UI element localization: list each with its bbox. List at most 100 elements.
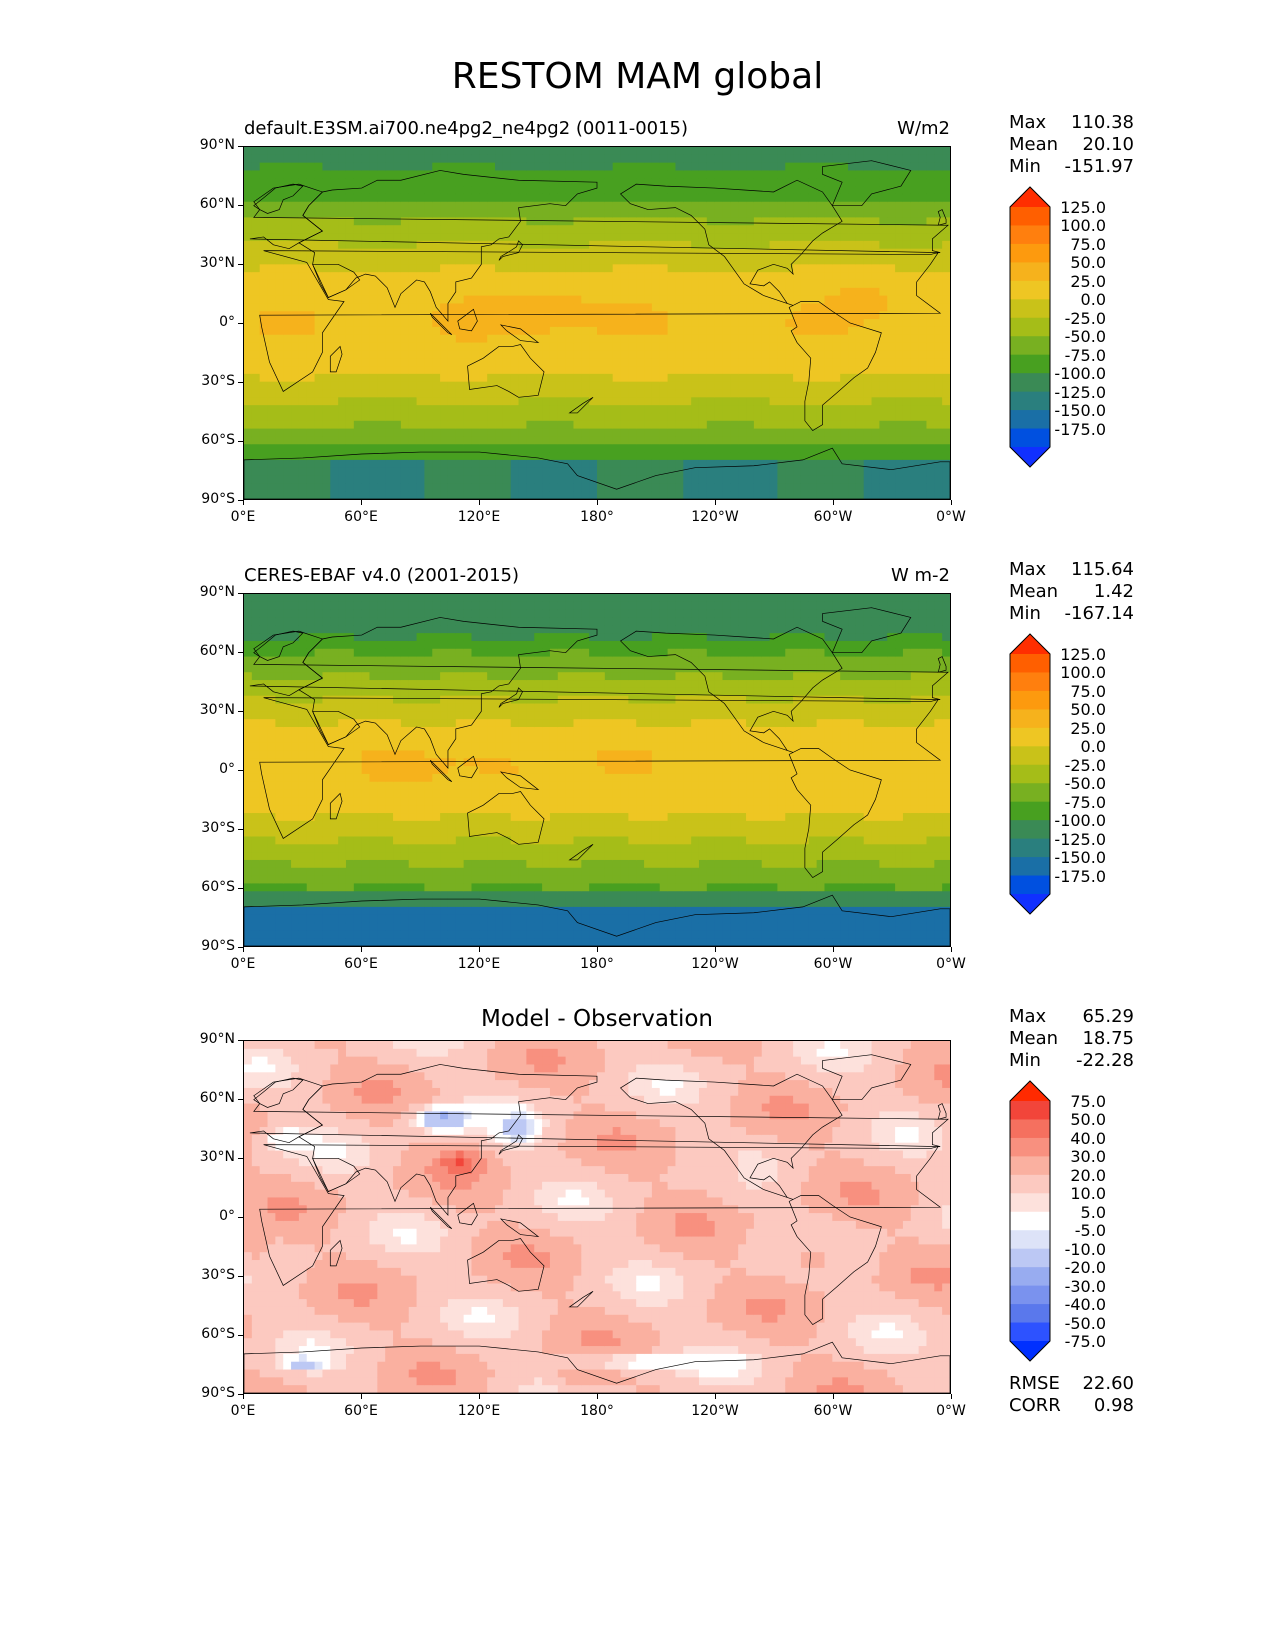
colorbar-tick-label: 25.0 [1070, 271, 1106, 291]
colorbar-tick-label: 125.0 [1060, 645, 1106, 664]
max-label: Max [1009, 559, 1047, 580]
panel-left-title: CERES-EBAF v4.0 (2001-2015) [244, 565, 520, 586]
lat-tick-mark [238, 146, 243, 147]
colorbar-bin [1010, 654, 1050, 674]
lat-tick-mark [238, 1040, 243, 1041]
colorbar-extend-max [1010, 634, 1050, 654]
figure-title: RESTOM MAM global [451, 56, 824, 97]
lon-tick-label: 0°W [936, 509, 966, 525]
lon-tick-label: 0°E [230, 956, 256, 972]
lon-tick-mark [833, 947, 834, 952]
coastline [244, 447, 950, 499]
stats-box: Max 65.29 Mean 18.75 Min -22.28 [1009, 1006, 1134, 1072]
coastline [457, 1202, 478, 1226]
lon-tick-label: 60°W [813, 1403, 853, 1419]
colorbar-svg [1009, 1080, 1051, 1362]
lon-tick-label: 0°W [936, 956, 966, 972]
coastline [937, 1103, 947, 1120]
colorbar-bin [1010, 783, 1050, 803]
lat-tick-label: 30°S [201, 373, 235, 389]
coastline [498, 1134, 523, 1155]
lon-tick-label: 120°W [691, 509, 739, 525]
max-value: 110.38 [1071, 112, 1134, 133]
colorbar-tick-label: -75.0 [1064, 1332, 1106, 1351]
colorbar-tick-label: 75.0 [1070, 681, 1106, 701]
colorbar-tick-label: -25.0 [1064, 755, 1106, 775]
lon-tick-mark [479, 500, 480, 505]
lat-tick-label: 0° [219, 314, 235, 330]
lat-tick-mark [238, 947, 243, 948]
colorbar-observation: 125.0 100.0 75.0 50.0 25.0 0.0 -25.0 -50.0 -75.0… [1009, 633, 1106, 915]
colorbar-extend-min [1010, 894, 1050, 914]
lon-tick-mark [597, 947, 598, 952]
colorbar-tick-label: 0.0 [1080, 737, 1106, 757]
lat-tick-mark [238, 652, 243, 653]
colorbar-tick-label: 30.0 [1070, 1147, 1106, 1167]
coastline [329, 792, 343, 820]
colorbar-bin [1010, 875, 1050, 895]
colorbar-tick-label: 40.0 [1070, 1128, 1106, 1148]
mean-value: 20.10 [1082, 134, 1134, 155]
colorbar-bin [1010, 820, 1050, 840]
coastline [937, 209, 947, 226]
colorbar-bin [1010, 243, 1050, 263]
colorbar-tick-label: 100.0 [1060, 216, 1106, 236]
coastline [499, 1218, 540, 1238]
colorbar-tick-label: 20.0 [1070, 1165, 1106, 1185]
coastline [244, 1341, 950, 1393]
lon-tick-mark [951, 947, 952, 952]
lon-tick-mark [715, 1394, 716, 1399]
colorbar-tick-label: -150.0 [1054, 401, 1106, 421]
contour-map-difference [243, 1040, 951, 1394]
colorbar-tick-label: -50.0 [1064, 1313, 1106, 1333]
max-value: 65.29 [1082, 1006, 1134, 1027]
colorbar-tick-label: -100.0 [1054, 811, 1106, 831]
coastline [499, 771, 540, 791]
lon-tick-mark [243, 947, 244, 952]
lon-tick-mark [597, 500, 598, 505]
lat-tick-label: 60°S [201, 1326, 235, 1342]
coastline [568, 844, 594, 861]
colorbar-tick-label: 50.0 [1070, 253, 1106, 273]
coastline [298, 1064, 598, 1216]
mean-value: 18.75 [1082, 1028, 1134, 1049]
coastline [312, 710, 361, 746]
colorbar-bin [1010, 727, 1050, 747]
coastline [329, 345, 343, 373]
max-value: 115.64 [1071, 559, 1134, 580]
colorbar-tick-label: -30.0 [1064, 1276, 1106, 1296]
lat-tick-mark [238, 711, 243, 712]
contour-map-model [243, 146, 951, 500]
colorbar-bin [1010, 1285, 1050, 1305]
lon-tick-label: 60°E [344, 956, 378, 972]
error-stats-box: RMSE 22.60 CORR 0.98 [1009, 1373, 1134, 1417]
colorbar-model: 125.0 100.0 75.0 50.0 25.0 0.0 -25.0 -50.0 -75.0… [1009, 186, 1106, 468]
coastline [499, 324, 540, 344]
lon-tick-mark [479, 947, 480, 952]
coastline [568, 397, 594, 414]
mean-label: Mean [1009, 134, 1059, 155]
panel-units: W/m2 [897, 118, 950, 139]
lat-tick-label: 30°N [199, 255, 235, 271]
colorbar-tick-label: 10.0 [1070, 1184, 1106, 1204]
colorbar-tick-label: -75.0 [1064, 792, 1106, 812]
lat-tick-label: 90°N [199, 1031, 235, 1047]
colorbar-bin [1010, 1230, 1050, 1250]
rmse-label: RMSE [1009, 1373, 1060, 1394]
lon-tick-label: 120°W [691, 1403, 739, 1419]
coastline [457, 755, 478, 779]
lat-tick-label: 60°N [199, 1090, 235, 1106]
max-label: Max [1009, 112, 1047, 133]
lon-tick-mark [361, 947, 362, 952]
corr-value: 0.98 [1093, 1395, 1134, 1416]
colorbar-difference: 75.0 50.0 40.0 30.0 20.0 10.0 5.0 -5.0 -10.0 -20.… [1009, 1080, 1106, 1362]
colorbar-bin [1010, 336, 1050, 356]
colorbar-tick-label: 75.0 [1070, 1092, 1106, 1111]
lat-tick-label: 0° [219, 761, 235, 777]
colorbar-tick-label: 50.0 [1070, 1110, 1106, 1130]
colorbar-svg [1009, 186, 1051, 468]
colorbar-tick-label: -150.0 [1054, 848, 1106, 868]
field-svg [244, 1041, 950, 1393]
lon-tick-mark [361, 1394, 362, 1399]
colorbar-extend-max [1010, 1081, 1050, 1101]
